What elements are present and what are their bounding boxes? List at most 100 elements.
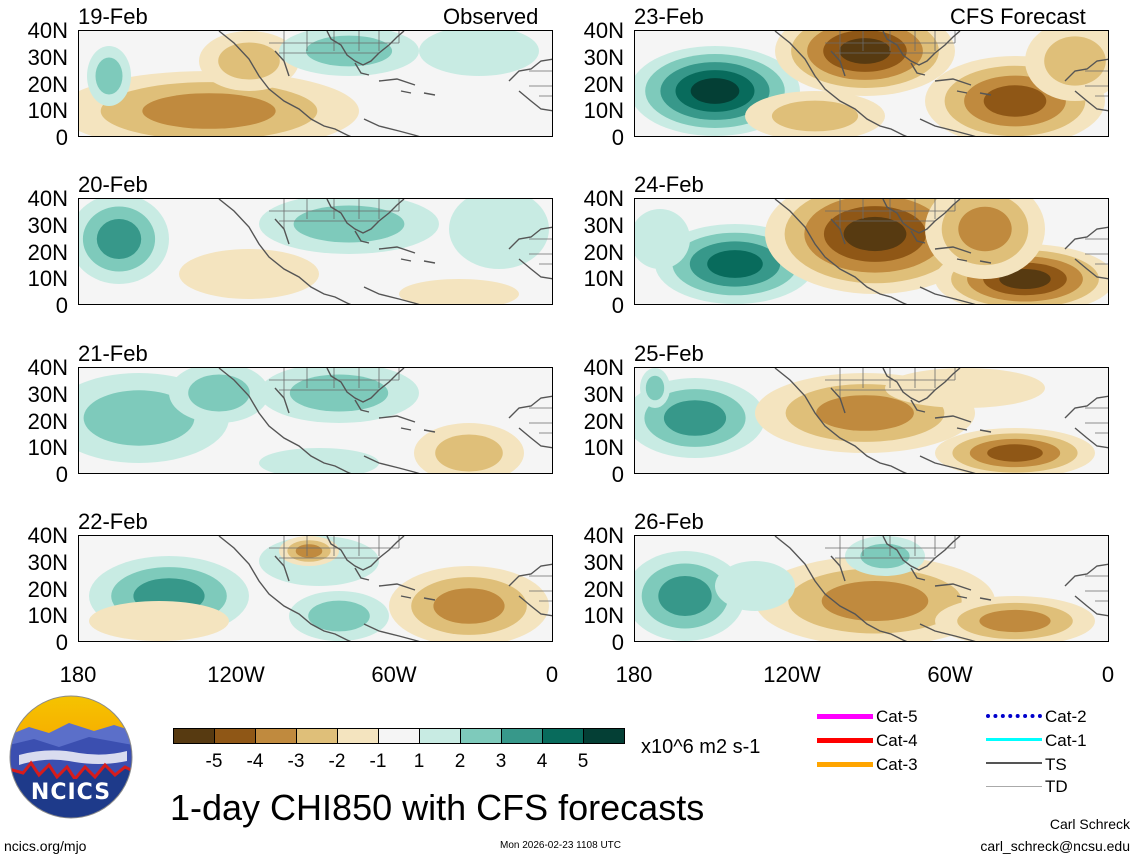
colorbar-tick-7: 3 (495, 751, 507, 772)
lat-label-right-row4-3: 10N (583, 603, 624, 628)
map-panel-25-feb (634, 367, 1109, 474)
legend-label-cat1: Cat-1 (1045, 731, 1087, 750)
legend-label-cat3: Cat-3 (876, 755, 918, 774)
colorbar-swatch-7 (460, 728, 502, 744)
anomaly-contour-3-1 (645, 375, 665, 401)
map-panel-23-feb (634, 30, 1109, 137)
colorbar-units: x10^6 m2 s-1 (641, 736, 761, 758)
map-field-svg (635, 199, 1108, 304)
lat-label-right-row3-1: 30N (583, 382, 624, 407)
lon-label-0-left: 0 (545, 662, 559, 687)
lat-label-left-row1-0: 40N (27, 18, 68, 43)
anomaly-contour-0-2 (663, 400, 727, 436)
map-panel-22-feb (78, 535, 553, 642)
lat-label-left-row3-3: 10N (27, 435, 68, 460)
colorbar-tick-0: -5 (205, 751, 223, 772)
anomaly-contour-4-0 (715, 561, 795, 611)
colorbar-tick-2: -3 (287, 751, 305, 772)
lat-label-right-row3-0: 40N (583, 355, 624, 380)
colorbar-swatch-2 (255, 728, 297, 744)
date-label-left-4: 22-Feb (78, 509, 148, 534)
date-label-left-1: 19-Feb (78, 4, 148, 29)
lat-label-right-row1-3: 10N (583, 98, 624, 123)
map-field-svg (79, 31, 552, 136)
lat-label-left-row2-2: 20N (27, 240, 68, 265)
anomaly-contour-0-1 (83, 390, 195, 446)
legend-line-ts (986, 762, 1042, 764)
lat-label-left-row3-0: 40N (27, 355, 68, 380)
lat-label-right-row3-2: 20N (583, 409, 624, 434)
lat-label-left-row2-1: 30N (27, 213, 68, 238)
date-label-right-2: 24-Feb (634, 172, 704, 197)
anomaly-contour-3-2 (433, 588, 505, 624)
anomaly-contour-3-2 (958, 206, 1012, 252)
colorbar-swatch-5 (378, 728, 420, 744)
lat-label-right-row2-3: 10N (583, 266, 624, 291)
anomaly-contour-1-1 (218, 42, 280, 80)
anomaly-contour-2-3 (987, 444, 1043, 462)
lat-label-right-row2-2: 20N (583, 240, 624, 265)
colorbar-swatch-0 (173, 728, 215, 744)
lat-label-right-row2-1: 30N (583, 213, 624, 238)
footer-timestamp: Mon 2026-02-23 1108 UTC (500, 840, 621, 851)
lat-label-left-row3-1: 30N (27, 382, 68, 407)
colorbar-tick-8: 4 (536, 751, 548, 772)
ncics-logo-text: NCICS (31, 780, 111, 805)
map-field-svg (79, 199, 552, 304)
map-field-svg (635, 368, 1108, 473)
lat-label-left-row2-4: 0 (55, 293, 68, 318)
lat-label-left-row4-0: 40N (27, 523, 68, 548)
lon-label-120w-right: 120W (763, 662, 821, 687)
footer-email: carl_schreck@ncsu.edu (980, 838, 1130, 854)
observed-header: Observed (443, 4, 539, 29)
anomaly-contour-1-1 (188, 374, 250, 412)
colorbar-swatch-1 (214, 728, 256, 744)
anomaly-contour-1-2 (821, 581, 929, 621)
anomaly-contour-4-0 (399, 279, 519, 304)
coastline (218, 199, 552, 304)
colorbar-swatch-8 (501, 728, 543, 744)
coastline (774, 368, 1108, 473)
anomaly-contour-2-3 (983, 85, 1047, 117)
anomaly-contour-3-0 (179, 249, 319, 299)
legend-line-cat2 (986, 714, 1042, 718)
lat-label-right-row1-4: 0 (611, 125, 624, 150)
date-label-right-1: 23-Feb (634, 4, 704, 29)
lat-label-left-row1-1: 30N (27, 45, 68, 70)
lat-label-left-row3-4: 0 (55, 462, 68, 487)
legend-line-cat1 (986, 738, 1042, 741)
anomaly-contour-2-2 (295, 544, 323, 558)
lon-label-60w-left: 60W (371, 662, 417, 687)
cfs-forecast-header: CFS Forecast (950, 4, 1086, 29)
lon-label-180-right: 180 (615, 662, 653, 687)
map-field-svg (635, 536, 1108, 641)
anomaly-contour-3-1 (860, 543, 910, 569)
lat-label-right-row1-2: 20N (583, 72, 624, 97)
anomaly-contour-4-0 (89, 601, 229, 641)
lat-label-left-row4-1: 30N (27, 550, 68, 575)
lat-label-left-row2-0: 40N (27, 186, 68, 211)
legend-line-cat5 (817, 714, 873, 719)
anomaly-contour-0-3 (707, 250, 763, 278)
map-field-svg (79, 536, 552, 641)
anomaly-contour-5-1 (308, 600, 370, 632)
lat-label-left-row4-3: 10N (27, 603, 68, 628)
colorbar-tick-5: 1 (413, 751, 425, 772)
anomaly-contour-4-0 (885, 368, 1045, 408)
coastline (218, 368, 552, 473)
map-panel-21-feb (78, 367, 553, 474)
anomaly-contour-3-0 (419, 31, 539, 76)
colorbar-swatch-10 (583, 728, 625, 744)
lat-label-left-row3-2: 20N (27, 409, 68, 434)
map-panel-24-feb (634, 198, 1109, 305)
lat-label-right-row4-1: 30N (583, 550, 624, 575)
date-label-right-3: 25-Feb (634, 341, 704, 366)
lat-label-left-row2-3: 10N (27, 266, 68, 291)
anomaly-contour-3-1 (771, 100, 859, 132)
coastline (774, 536, 1108, 641)
colorbar-tick-4: -1 (369, 751, 387, 772)
anomaly-contour-0-4 (690, 78, 740, 104)
colorbar-swatch-6 (419, 728, 461, 744)
legend-label-cat2: Cat-2 (1045, 707, 1087, 726)
footer-author: Carl Schreck (1049, 816, 1130, 832)
